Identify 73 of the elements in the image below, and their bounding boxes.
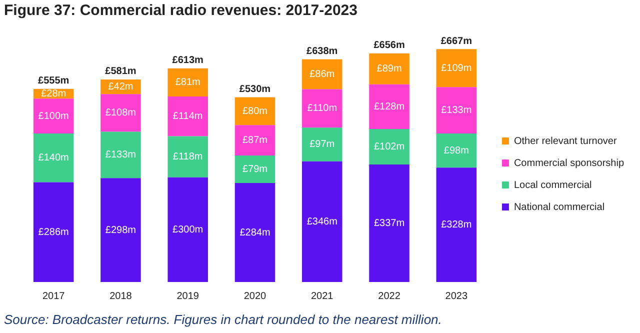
- data-label: £79m: [242, 164, 268, 175]
- total-label: £667m: [440, 36, 472, 47]
- bar: [33, 182, 74, 282]
- total-label: £656m: [374, 40, 405, 52]
- bar: [369, 164, 410, 282]
- bar: [369, 128, 410, 165]
- bar: [436, 134, 477, 168]
- data-label: £42m: [108, 82, 134, 93]
- data-label: £28m: [41, 88, 66, 100]
- bar: [33, 134, 74, 182]
- data-label: £108m: [105, 108, 136, 119]
- bar: [168, 177, 208, 282]
- x-tick-label: 2017: [42, 290, 66, 302]
- data-label: £100m: [38, 110, 69, 122]
- data-label: £133m: [105, 150, 136, 161]
- bar: [302, 89, 342, 128]
- bar: [234, 155, 276, 184]
- data-label: £89m: [376, 64, 402, 75]
- data-label: £98m: [444, 145, 469, 156]
- data-label: £328m: [441, 220, 472, 231]
- bar: [369, 84, 410, 129]
- total-label: £613m: [172, 55, 204, 66]
- legend-label: Commercial sponsorship: [514, 158, 624, 169]
- data-label: £346m: [306, 216, 338, 228]
- total-label: £530m: [239, 84, 271, 96]
- total-label: £581m: [105, 66, 136, 78]
- data-label: £86m: [310, 69, 335, 80]
- data-label: £286m: [38, 226, 69, 238]
- data-label: £102m: [374, 142, 405, 153]
- data-label: £298m: [105, 224, 136, 236]
- data-label: £81m: [175, 77, 200, 88]
- bar: [100, 178, 141, 282]
- bar: [302, 59, 342, 90]
- bar: [302, 128, 342, 162]
- bar: [436, 87, 477, 134]
- bar: [436, 168, 477, 282]
- data-label: £284m: [240, 227, 270, 238]
- data-label: £118m: [172, 152, 203, 163]
- bar: [168, 136, 208, 178]
- x-tick-label: 2023: [445, 290, 468, 302]
- bar: [168, 96, 208, 136]
- x-tick-label: 2018: [110, 290, 132, 302]
- legend-label: Local commercial: [514, 180, 592, 191]
- bar: [436, 49, 477, 88]
- legend-label: Other relevant turnover: [514, 136, 618, 147]
- legend-label: National commercial: [514, 202, 605, 213]
- x-tick-label: 2022: [378, 290, 401, 302]
- bar: [369, 53, 410, 84]
- x-tick-label: 2020: [244, 290, 267, 302]
- data-label: £110m: [307, 103, 338, 114]
- data-label: £337m: [374, 218, 405, 230]
- chart-title: Figure 37: Commercial radio revenues: 2017-2023: [4, 2, 358, 19]
- bar: [33, 98, 74, 134]
- x-tick-label: 2021: [310, 290, 334, 302]
- bar: [234, 183, 276, 282]
- bar: [100, 94, 141, 132]
- bar: [234, 125, 276, 156]
- total-label: £638m: [306, 46, 338, 58]
- data-label: £80m: [242, 106, 268, 117]
- source-note: Source: Broadcaster returns. Figures in chart rounded to the nearest million.: [4, 312, 442, 327]
- data-label: £97m: [310, 139, 335, 150]
- data-label: £133m: [441, 105, 472, 116]
- data-label: £87m: [242, 135, 268, 146]
- data-label: £114m: [172, 111, 203, 122]
- bar: [168, 68, 208, 97]
- data-label: £140m: [38, 152, 69, 164]
- data-label: £300m: [172, 224, 204, 236]
- bar: [302, 161, 342, 282]
- x-tick-label: 2019: [176, 290, 200, 302]
- data-label: £109m: [441, 62, 472, 74]
- data-label: £128m: [374, 101, 405, 112]
- bar: [100, 132, 141, 178]
- total-label: £555m: [38, 76, 70, 87]
